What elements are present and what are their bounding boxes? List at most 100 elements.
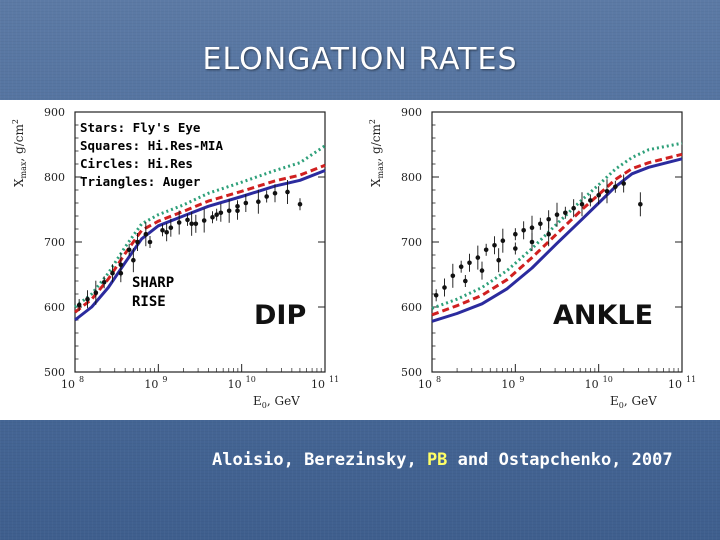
left-data-point xyxy=(176,220,182,225)
legend-line-4: Triangles: Auger xyxy=(80,174,201,189)
left-y-tick-label: 900 xyxy=(44,106,65,119)
right-y-tick-label: 500 xyxy=(401,366,422,379)
dip-label: DIP xyxy=(254,300,306,331)
left-data-point xyxy=(256,199,261,204)
left-data-point xyxy=(218,210,224,216)
right-data-point xyxy=(483,247,489,253)
left-data-point xyxy=(118,270,124,276)
right-data-point xyxy=(433,293,439,298)
right-data-point xyxy=(500,238,506,243)
right-data-point xyxy=(458,264,464,270)
left-data-point xyxy=(160,228,165,233)
left-data-point xyxy=(201,218,207,223)
left-x-tick-exponent: 9 xyxy=(162,375,167,384)
left-data-point xyxy=(297,202,303,207)
right-data-point xyxy=(538,221,543,227)
right-data-point xyxy=(513,246,518,251)
left-data-point xyxy=(93,290,99,296)
left-data-point xyxy=(147,239,153,245)
left-x-tick-label: 10 xyxy=(228,378,242,391)
left-data-point xyxy=(264,194,269,199)
right-data-point xyxy=(546,216,551,222)
legend-line-1: Stars: Fly's Eye xyxy=(80,120,201,135)
left-series-dashed xyxy=(74,163,326,314)
left-data-point xyxy=(210,215,215,220)
slide-title: ELONGATION RATES xyxy=(202,42,518,77)
right-x-tick-label: 10 xyxy=(585,378,599,391)
credit-suffix: and Ostapchenko, 2007 xyxy=(447,450,673,470)
left-y-tick-label: 800 xyxy=(44,171,65,184)
left-data-point xyxy=(226,208,232,214)
right-x-tick-exponent: 11 xyxy=(686,375,696,384)
right-series-solid xyxy=(431,157,683,323)
credit-highlight: PB xyxy=(426,450,448,470)
right-x-tick-exponent: 9 xyxy=(519,375,524,384)
left-data-point xyxy=(85,296,90,302)
left-data-point xyxy=(101,280,107,285)
left-data-point xyxy=(135,239,140,245)
right-data-point xyxy=(521,228,526,233)
right-data-point xyxy=(588,198,593,203)
left-x-tick-label: 10 xyxy=(144,378,158,391)
right-y-tick-label: 700 xyxy=(401,236,422,249)
right-data-point xyxy=(596,192,601,198)
right-x-tick-label: 10 xyxy=(668,378,682,391)
left-x-tick-exponent: 10 xyxy=(246,375,256,384)
right-data-point xyxy=(529,239,535,245)
right-data-point xyxy=(638,202,643,207)
right-data-point xyxy=(604,189,610,194)
right-y-tick-label: 800 xyxy=(401,171,422,184)
left-data-point xyxy=(143,231,149,237)
right-series-dotted xyxy=(431,141,683,310)
right-data-point xyxy=(613,184,618,190)
left-x-axis-label: E0, GeV xyxy=(253,394,300,410)
chart-left: 500 600 700 800 900 10 8 10 9 10 10 10 11 Xmax, g/cm2… xyxy=(11,106,339,410)
left-data-point xyxy=(235,208,240,214)
left-data-point xyxy=(214,212,219,217)
right-x-tick-exponent: 8 xyxy=(436,375,441,384)
left-x-tick-exponent: 8 xyxy=(79,375,84,384)
right-data-point xyxy=(442,285,447,290)
left-data-point xyxy=(185,217,190,223)
right-data-point xyxy=(563,210,568,216)
legend-line-3: Circles: Hi.Res xyxy=(80,156,193,171)
left-data-point xyxy=(110,270,115,276)
left-series-dotted xyxy=(74,144,326,309)
left-x-tick-label: 10 xyxy=(61,378,75,391)
right-y-axis-label: Xmax, g/cm2 xyxy=(368,119,385,187)
right-y-tick-label: 600 xyxy=(401,301,422,314)
right-data-point xyxy=(554,212,560,217)
right-x-tick-label: 10 xyxy=(501,378,515,391)
right-data-point xyxy=(463,278,468,284)
left-data-point xyxy=(272,190,278,196)
left-data-point xyxy=(131,257,136,263)
right-data-point xyxy=(621,181,626,186)
right-data-point xyxy=(496,257,501,263)
right-data-point xyxy=(529,225,535,230)
right-data-point xyxy=(571,205,576,211)
right-data-point xyxy=(492,242,497,248)
right-data-point xyxy=(579,202,585,207)
left-x-tick-exponent: 11 xyxy=(329,375,339,384)
left-data-point xyxy=(164,229,169,235)
credit-prefix: Aloisio, Berezinsky, xyxy=(212,450,427,470)
right-series-dashed xyxy=(431,152,683,317)
left-data-point xyxy=(243,200,249,206)
sharp-rise-label-2: RISE xyxy=(132,294,166,310)
right-y-tick-label: 900 xyxy=(401,106,422,119)
left-y-tick-label: 700 xyxy=(44,236,65,249)
left-y-tick-label: 600 xyxy=(44,301,65,314)
left-data-point xyxy=(76,302,82,308)
right-data-point xyxy=(546,231,551,237)
right-x-tick-exponent: 10 xyxy=(603,375,613,384)
right-x-axis-label: E0, GeV xyxy=(610,394,657,410)
legend-line-2: Squares: Hi.Res-MIA xyxy=(80,138,223,153)
right-data-point xyxy=(479,268,485,273)
sharp-rise-label-1: SHARP xyxy=(132,275,174,291)
left-y-tick-label: 500 xyxy=(44,366,65,379)
right-data-point xyxy=(467,260,472,266)
right-data-point xyxy=(450,273,456,279)
citation-credit: Aloisio, Berezinsky, PB and Ostapchenko,… xyxy=(212,450,673,470)
left-data-point xyxy=(285,189,290,195)
